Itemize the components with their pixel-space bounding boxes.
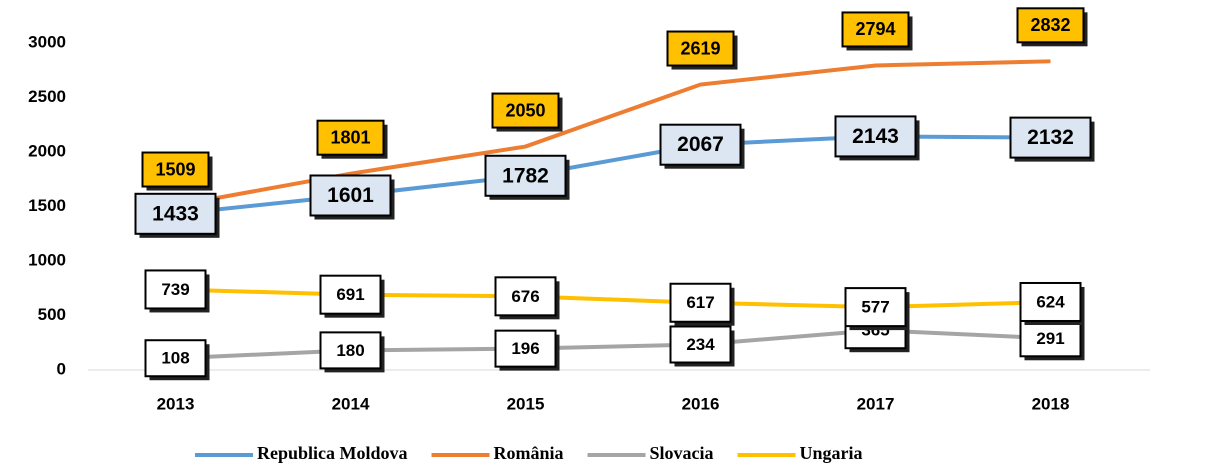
x-tick-label: 2013 bbox=[157, 394, 195, 413]
label-box bbox=[1009, 116, 1092, 159]
y-tick-label: 500 bbox=[38, 305, 66, 324]
label-box bbox=[844, 287, 907, 328]
y-tick-label: 0 bbox=[57, 359, 66, 378]
legend-label: Republica Moldova bbox=[257, 443, 408, 463]
data-label: 196 bbox=[511, 339, 539, 358]
label-box bbox=[1019, 319, 1082, 358]
y-tick-label: 2000 bbox=[28, 141, 66, 160]
label-box bbox=[669, 282, 732, 323]
data-label: 1782 bbox=[502, 164, 549, 187]
x-tick-label: 2018 bbox=[1032, 394, 1070, 413]
data-label: 1509 bbox=[155, 159, 195, 179]
data-label: 108 bbox=[161, 349, 189, 368]
x-tick-label: 2015 bbox=[507, 394, 545, 413]
label-box bbox=[494, 329, 557, 368]
data-label: 624 bbox=[1036, 292, 1065, 311]
data-label: 617 bbox=[686, 293, 714, 312]
x-tick-label: 2016 bbox=[682, 394, 720, 413]
label-box bbox=[141, 151, 210, 188]
data-label: 180 bbox=[336, 341, 364, 360]
y-tick-label: 3000 bbox=[28, 32, 66, 51]
label-box bbox=[834, 115, 917, 158]
series-line bbox=[175, 328, 1051, 361]
data-label: 1801 bbox=[330, 127, 370, 147]
label-box bbox=[309, 174, 392, 217]
y-tick-label: 1500 bbox=[28, 196, 66, 215]
label-box bbox=[1016, 7, 1085, 44]
data-label: 291 bbox=[1036, 329, 1064, 348]
y-tick-label: 2500 bbox=[28, 87, 66, 106]
data-label: 1433 bbox=[152, 202, 199, 225]
label-box bbox=[1019, 281, 1082, 322]
data-label: 234 bbox=[686, 335, 715, 354]
label-box bbox=[659, 123, 742, 166]
data-label: 691 bbox=[336, 285, 364, 304]
data-label: 2050 bbox=[505, 100, 545, 120]
data-label: 739 bbox=[161, 280, 189, 299]
label-box bbox=[134, 192, 217, 235]
data-label: 676 bbox=[511, 287, 539, 306]
data-label: 2832 bbox=[1030, 15, 1070, 35]
legend-label: România bbox=[494, 443, 564, 463]
x-tick-label: 2017 bbox=[857, 394, 895, 413]
label-box bbox=[316, 119, 385, 156]
label-box bbox=[144, 339, 207, 378]
label-box bbox=[494, 276, 557, 317]
x-tick-label: 2014 bbox=[332, 394, 370, 413]
label-box bbox=[319, 331, 382, 370]
label-box bbox=[669, 325, 732, 364]
label-box bbox=[144, 269, 207, 310]
data-label: 1601 bbox=[327, 184, 374, 207]
label-box bbox=[491, 92, 560, 129]
legend: Republica Moldova România Slovacia Ungaria bbox=[195, 443, 863, 463]
data-label: 2132 bbox=[1027, 126, 1074, 149]
series-line bbox=[175, 287, 1051, 310]
legend-label: Slovacia bbox=[650, 443, 714, 463]
data-label: 577 bbox=[861, 298, 889, 317]
label-box bbox=[484, 154, 567, 197]
data-label: 2067 bbox=[677, 133, 724, 156]
data-label: 2143 bbox=[852, 125, 899, 148]
label-box bbox=[319, 274, 382, 315]
data-label: 2619 bbox=[680, 38, 720, 58]
legend-label: Ungaria bbox=[800, 443, 863, 463]
y-tick-label: 1000 bbox=[28, 250, 66, 269]
label-box bbox=[841, 11, 910, 48]
label-box bbox=[666, 30, 735, 67]
data-label: 2794 bbox=[855, 19, 895, 39]
